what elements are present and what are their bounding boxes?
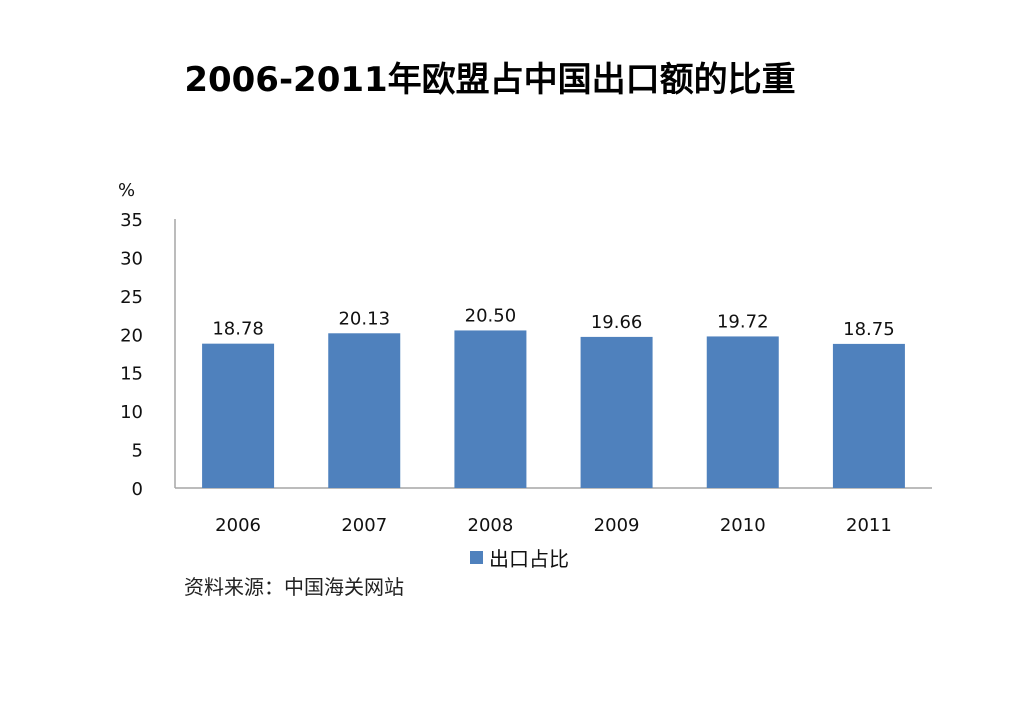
y-axis-ticks: 0 5 10 15 20 25 30 35 — [120, 210, 143, 500]
y-tick-label-0: 0 — [132, 479, 143, 500]
x-tick-label-2007: 2007 — [341, 515, 387, 536]
data-labels-group: 18.78 20.13 20.50 19.66 19.72 18.75 — [212, 305, 894, 339]
data-label-2010: 19.72 — [717, 311, 769, 332]
bar-2010 — [706, 336, 779, 488]
data-label-2011: 18.75 — [843, 319, 895, 340]
data-label-2008: 20.50 — [465, 305, 517, 326]
y-tick-label-35: 35 — [120, 210, 143, 231]
x-tick-label-2010: 2010 — [720, 515, 766, 536]
page-title: 2006-2011年欧盟占中国出口额的比重 — [184, 60, 796, 100]
y-tick-label-30: 30 — [120, 248, 143, 269]
x-tick-label-2011: 2011 — [846, 515, 892, 536]
x-tick-label-2006: 2006 — [215, 515, 261, 536]
source-note: 资料来源：中国海关网站 — [184, 575, 404, 599]
bars-group — [202, 330, 905, 488]
x-tick-label-2008: 2008 — [468, 515, 514, 536]
y-tick-label-10: 10 — [120, 402, 143, 423]
bar-2011 — [832, 343, 905, 488]
y-axis-unit: % — [118, 180, 135, 201]
y-tick-label-25: 25 — [120, 287, 143, 308]
bar-2006 — [202, 343, 275, 488]
legend-label: 出口占比 — [489, 547, 569, 571]
y-tick-label-5: 5 — [132, 441, 143, 462]
legend: 出口占比 — [470, 543, 569, 572]
x-tick-label-2009: 2009 — [594, 515, 640, 536]
data-label-2007: 20.13 — [338, 308, 390, 329]
data-label-2009: 19.66 — [591, 312, 643, 333]
legend-swatch — [470, 551, 483, 564]
bar-2007 — [328, 333, 401, 488]
y-tick-label-15: 15 — [120, 364, 143, 385]
bar-2008 — [454, 330, 527, 488]
x-axis-ticks: 2006 2007 2008 2009 2010 2011 — [215, 515, 892, 536]
bar-2009 — [580, 336, 653, 488]
y-tick-label-20: 20 — [120, 325, 143, 346]
data-label-2006: 18.78 — [212, 319, 264, 340]
